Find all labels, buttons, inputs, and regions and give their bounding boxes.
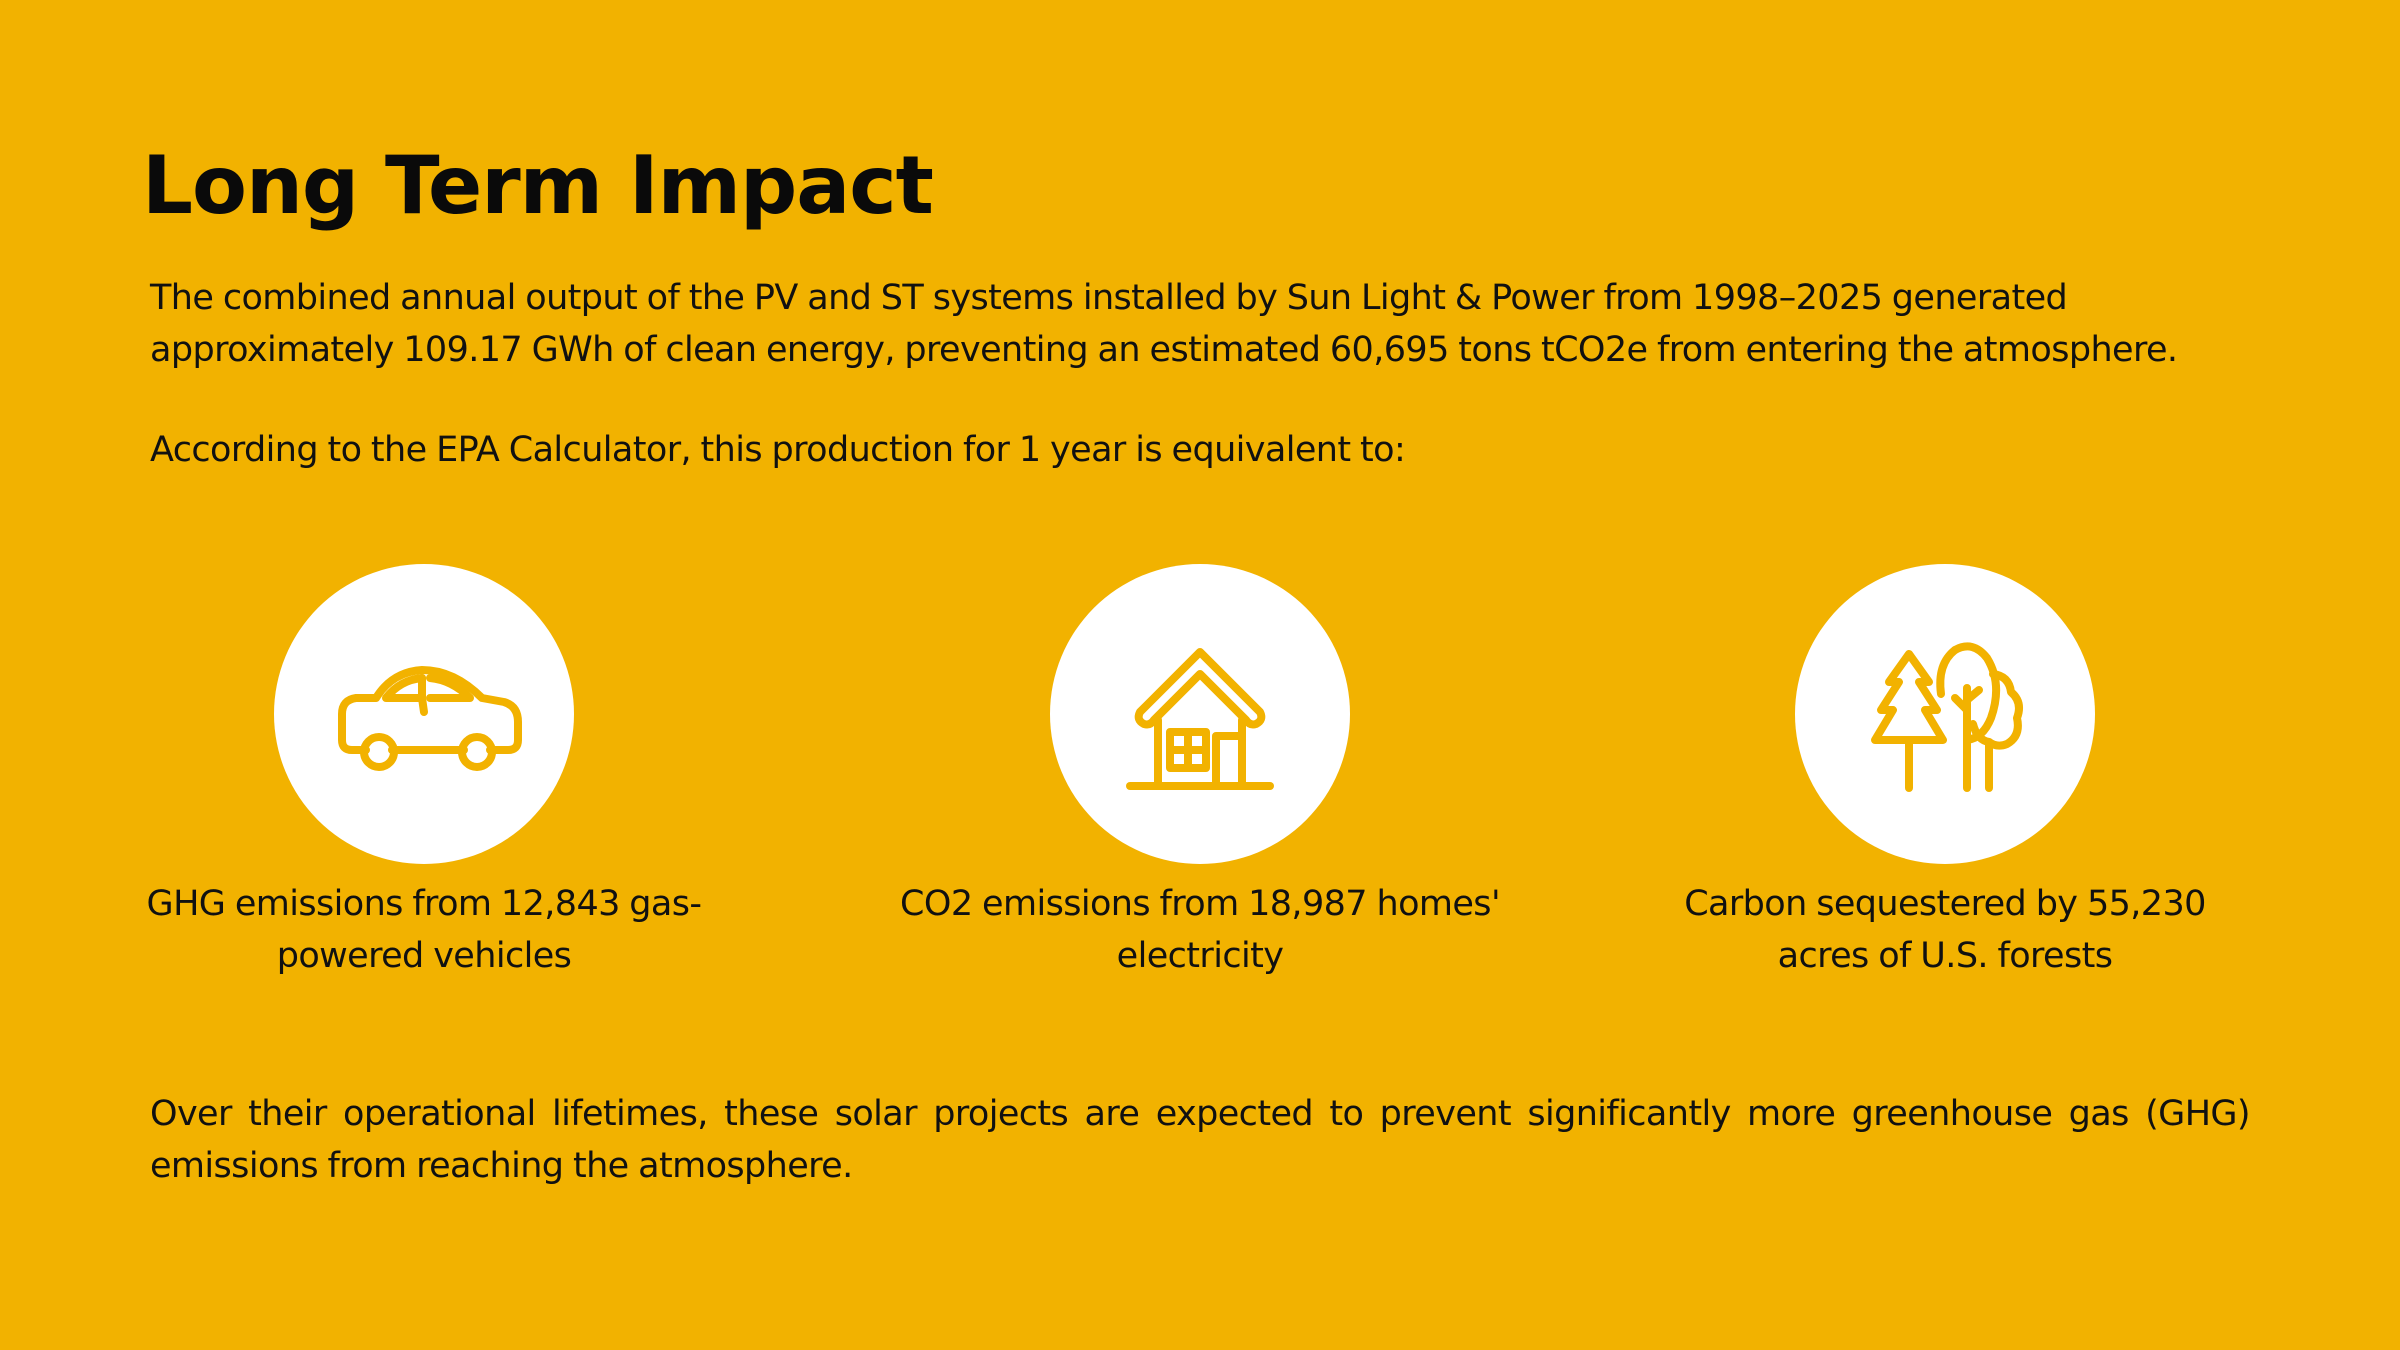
intro-paragraph: The combined annual output of the PV and… (150, 278, 2178, 370)
outro-paragraph: Over their operational lifetimes, these … (150, 1094, 2251, 1186)
stat-vehicles: GHG emissions from 12,843 gas-powered ve… (124, 564, 724, 982)
trees-icon-circle (1795, 564, 2095, 864)
car-icon-circle (274, 564, 574, 864)
stat-homes: CO2 emissions from 18,987 homes' electri… (900, 564, 1501, 982)
house-icon (1126, 648, 1274, 790)
epa-calculator-line: According to the EPA Calculator, this pr… (150, 430, 1406, 470)
house-icon-circle (1050, 564, 1350, 864)
stat-label-vehicles: GHG emissions from 12,843 gas-powered ve… (146, 884, 702, 976)
trees-icon (1871, 642, 2023, 792)
stat-label-homes: CO2 emissions from 18,987 homes' electri… (900, 884, 1501, 976)
stat-forests: Carbon sequestered by 55,230 acres of U.… (1645, 564, 2245, 982)
page-title: Long Term Impact (142, 139, 934, 232)
stat-label-forests: Carbon sequestered by 55,230 acres of U.… (1684, 884, 2206, 976)
car-icon (338, 666, 522, 771)
